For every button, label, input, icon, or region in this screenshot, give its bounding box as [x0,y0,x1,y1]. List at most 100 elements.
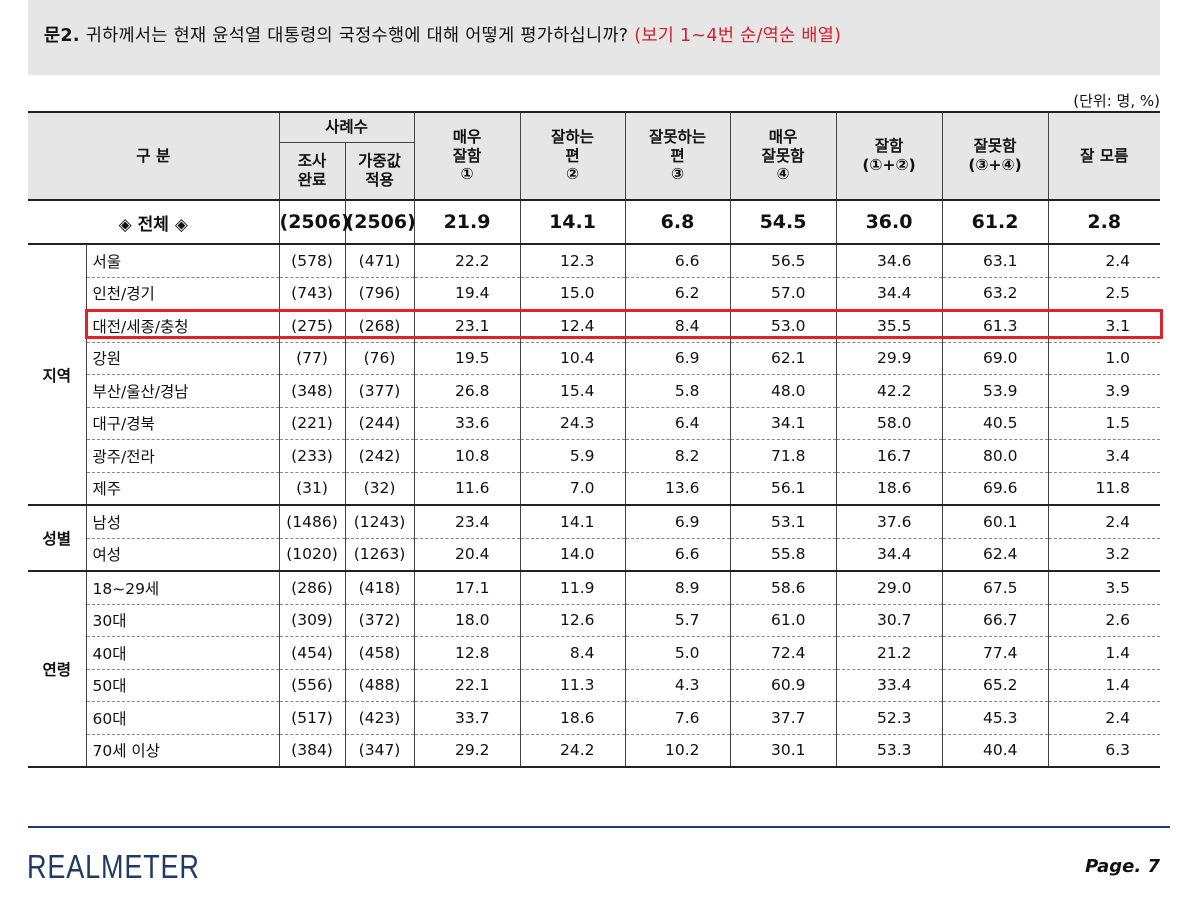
total-cell: 21.9 [413,199,521,245]
table-row: 대전/세종/충청 (275) (268) 23.1 12.4 8.4 53.0 35.5 61.… [28,309,1161,343]
group-section: 성별 남성 (1486) (1243) 23.4 14.1 6.9 53.1 37.6 60.1 2… [28,505,1161,572]
percent-cell: 6.9 [624,342,731,375]
percent-cell: 3.9 [1047,374,1161,408]
percent-cell: 53.3 [835,734,943,768]
question-text: 문2. 귀하께서는 현재 윤석열 대통령의 국정수행에 대해 어떻게 평가하십니… [44,22,841,47]
percent-cell: 48.0 [729,374,837,408]
percent-cell: 56.5 [729,244,837,278]
count-cell: (1263) [344,538,415,572]
percent-cell: 35.5 [835,309,943,343]
header-sample-group: 사례수 [278,111,415,143]
total-cell: (2506) [278,199,350,245]
percent-cell: 15.0 [519,277,626,310]
percent-cell: 33.6 [413,407,521,440]
percent-cell: 2.5 [1047,277,1161,310]
count-cell: (31) [278,472,346,506]
table-row: 제주 (31) (32) 11.6 7.0 13.6 56.1 18.6 69.6 11.8 [28,472,1161,506]
header-good-sum: 잘함 (①+②) [835,111,943,201]
percent-cell: 16.7 [835,439,943,473]
count-cell: (454) [278,636,346,670]
row-label: 인천/경기 [86,277,280,310]
row-label: 서울 [85,244,280,278]
percent-cell: 20.4 [413,538,521,572]
brand-logo: REALMETER [27,848,200,885]
count-cell: (347) [344,734,415,768]
percent-cell: 6.2 [624,277,731,310]
percent-cell: 3.5 [1047,571,1161,605]
percent-cell: 18.0 [413,604,521,637]
row-label: 대구/경북 [86,407,280,440]
group-label: 성별 [28,505,87,572]
percent-cell: 71.8 [729,439,837,473]
count-cell: (556) [278,669,346,702]
count-cell: (372) [344,604,415,637]
count-cell: (233) [278,439,346,473]
count-cell: (1020) [278,538,346,572]
row-label: 60대 [86,701,280,735]
percent-cell: 29.2 [413,734,521,768]
count-cell: (268) [344,309,415,343]
count-cell: (377) [344,374,415,408]
group-label: 지역 [28,244,87,506]
percent-cell: 34.6 [835,244,943,278]
row-label: 광주/전라 [86,439,280,473]
count-cell: (578) [278,244,346,278]
count-cell: (309) [278,604,346,637]
table-row: 70세 이상 (384) (347) 29.2 24.2 10.2 30.1 53.3 40.4… [28,734,1161,768]
percent-cell: 18.6 [519,701,626,735]
percent-cell: 10.2 [624,734,731,768]
percent-cell: 1.4 [1047,636,1161,670]
table-row: 60대 (517) (423) 33.7 18.6 7.6 37.7 52.3 45.3 2.4 [28,701,1161,735]
percent-cell: 8.2 [624,439,731,473]
percent-cell: 12.6 [519,604,626,637]
total-cell: 54.5 [729,199,837,245]
table-row: 50대 (556) (488) 22.1 11.3 4.3 60.9 33.4 65.2 1.4 [28,669,1161,702]
percent-cell: 69.6 [941,472,1049,506]
percent-cell: 63.2 [941,277,1049,310]
percent-cell: 69.0 [941,342,1049,375]
row-label: 40대 [86,636,280,670]
percent-cell: 2.4 [1047,701,1161,735]
percent-cell: 77.4 [941,636,1049,670]
header-very-bad: 매우 잘못함 ④ [729,111,837,201]
percent-cell: 2.6 [1047,604,1161,637]
percent-cell: 7.6 [624,701,731,735]
unit-label: (단위: 명, %) [1073,92,1160,110]
percent-cell: 62.4 [941,538,1049,572]
percent-cell: 22.2 [413,244,521,278]
percent-cell: 37.6 [835,505,943,539]
percent-cell: 14.0 [519,538,626,572]
percent-cell: 55.8 [729,538,837,572]
row-label: 여성 [86,538,280,572]
percent-cell: 12.8 [413,636,521,670]
header-weighted: 가중값 적용 [344,142,415,201]
percent-cell: 3.4 [1047,439,1161,473]
table-row: 30대 (309) (372) 18.0 12.6 5.7 61.0 30.7 66.7 2.6 [28,604,1161,637]
percent-cell: 1.5 [1047,407,1161,440]
percent-cell: 34.4 [835,538,943,572]
percent-cell: 58.0 [835,407,943,440]
percent-cell: 23.4 [413,505,521,539]
total-row: ◈ 전체 ◈ (2506) (2506) 21.9 14.1 6.8 54.5 … [28,199,1161,245]
header-bad-sum: 잘못함 (③+④) [941,111,1049,201]
percent-cell: 12.3 [519,244,626,278]
count-cell: (244) [344,407,415,440]
percent-cell: 6.9 [624,505,731,539]
total-cell: 61.2 [941,199,1049,245]
results-table: 구 분 사례수 매우 잘함 ① 잘하는 편 ② 잘못하는 편 ③ 매우 잘못함 ④ 잘함 (①+②… [28,111,1161,768]
percent-cell: 17.1 [413,571,521,605]
table-row: 대구/경북 (221) (244) 33.6 24.3 6.4 34.1 58.0 40.5 1.… [28,407,1161,440]
percent-cell: 33.7 [413,701,521,735]
count-cell: (458) [344,636,415,670]
question-note: (보기 1~4번 순/역순 배열) [634,26,842,46]
percent-cell: 5.8 [624,374,731,408]
count-cell: (32) [344,472,415,506]
group-section: 연령 18~29세 (286) (418) 17.1 11.9 8.9 58.6 29.0 67.… [28,571,1161,768]
percent-cell: 24.2 [519,734,626,768]
percent-cell: 34.1 [729,407,837,440]
count-cell: (76) [344,342,415,375]
total-cell: 2.8 [1047,199,1161,245]
percent-cell: 4.3 [624,669,731,702]
percent-cell: 53.0 [729,309,837,343]
percent-cell: 19.4 [413,277,521,310]
